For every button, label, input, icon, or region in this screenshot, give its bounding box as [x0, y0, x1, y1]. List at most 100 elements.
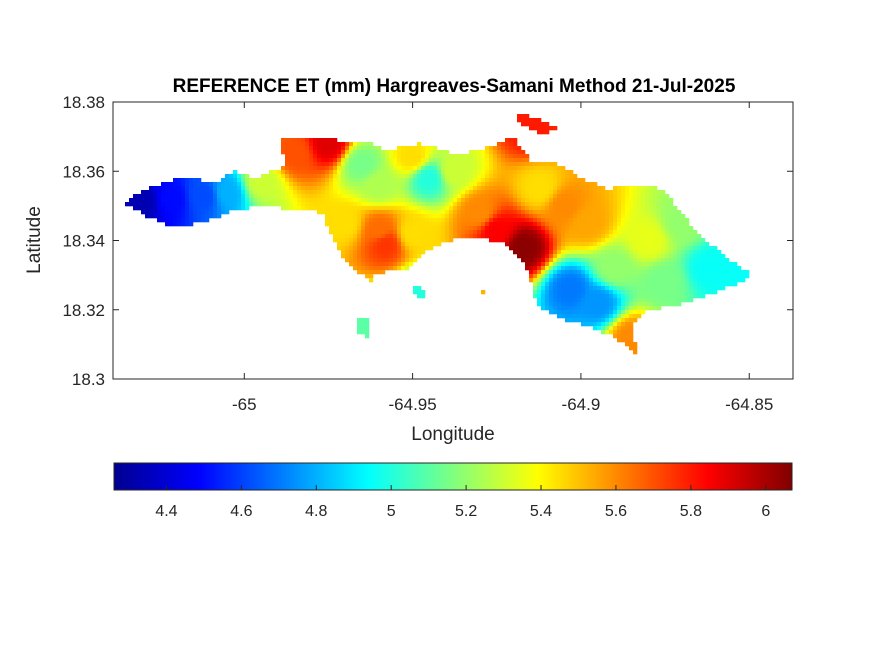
raster-cell — [589, 310, 594, 315]
raster-cell — [373, 226, 378, 231]
raster-cell — [285, 142, 290, 147]
raster-cell — [677, 282, 682, 287]
raster-cell — [645, 190, 650, 195]
raster-cell — [609, 206, 614, 211]
raster-cell — [665, 294, 670, 299]
raster-cell — [585, 230, 590, 235]
raster-cell — [477, 202, 482, 207]
raster-cell — [693, 254, 698, 259]
raster-cell — [181, 190, 186, 195]
raster-cell — [437, 166, 442, 171]
raster-cell — [365, 330, 370, 335]
raster-cell — [433, 202, 438, 207]
raster-cell — [681, 262, 686, 267]
raster-cell — [513, 146, 518, 151]
raster-cell — [473, 178, 478, 183]
raster-cell — [665, 214, 670, 219]
raster-cell — [517, 158, 522, 163]
raster-cell — [413, 250, 418, 255]
raster-cell — [641, 254, 646, 259]
raster-cell — [341, 242, 346, 247]
raster-cell — [593, 222, 598, 227]
raster-cell — [629, 306, 634, 311]
raster-cell — [729, 266, 734, 271]
raster-cell — [633, 286, 638, 291]
raster-cell — [409, 154, 414, 159]
raster-cell — [397, 222, 402, 227]
raster-cell — [365, 262, 370, 267]
raster-cell — [569, 254, 574, 259]
raster-cell — [289, 194, 294, 199]
raster-cell — [429, 166, 434, 171]
raster-cell — [589, 274, 594, 279]
raster-cell — [581, 306, 586, 311]
raster-cell — [629, 346, 634, 351]
raster-cell — [369, 226, 374, 231]
raster-cell — [597, 206, 602, 211]
raster-cell — [605, 270, 610, 275]
raster-cell — [273, 182, 278, 187]
raster-cell — [609, 278, 614, 283]
raster-cell — [461, 230, 466, 235]
raster-cell — [381, 174, 386, 179]
raster-cell — [353, 234, 358, 239]
raster-cell — [349, 190, 354, 195]
raster-cell — [181, 206, 186, 211]
raster-cell — [581, 322, 586, 327]
raster-cell — [293, 154, 298, 159]
raster-cell — [561, 242, 566, 247]
raster-cell — [293, 166, 298, 171]
raster-cell — [497, 226, 502, 231]
raster-cell — [461, 198, 466, 203]
raster-cell — [489, 154, 494, 159]
raster-cell — [561, 298, 566, 303]
raster-cell — [517, 166, 522, 171]
raster-cell — [317, 182, 322, 187]
raster-cell — [425, 246, 430, 251]
raster-cell — [669, 242, 674, 247]
raster-cell — [517, 146, 522, 151]
raster-cell — [229, 198, 234, 203]
raster-cell — [433, 154, 438, 159]
raster-cell — [185, 206, 190, 211]
raster-cell — [521, 118, 526, 123]
raster-cell — [385, 158, 390, 163]
raster-cell — [593, 282, 598, 287]
raster-cell — [705, 278, 710, 283]
raster-cell — [285, 182, 290, 187]
raster-cell — [549, 198, 554, 203]
raster-cell — [401, 258, 406, 263]
raster-cell — [397, 242, 402, 247]
raster-cell — [613, 242, 618, 247]
raster-cell — [617, 230, 622, 235]
raster-cell — [689, 234, 694, 239]
raster-cell — [577, 214, 582, 219]
raster-cell — [597, 222, 602, 227]
raster-cell — [681, 298, 686, 303]
raster-cell — [149, 206, 154, 211]
raster-cell — [509, 170, 514, 175]
raster-cell — [645, 238, 650, 243]
raster-cell — [545, 218, 550, 223]
raster-cell — [685, 266, 690, 271]
raster-cell — [429, 182, 434, 187]
raster-cell — [601, 210, 606, 215]
raster-cell — [481, 202, 486, 207]
raster-cell — [665, 254, 670, 259]
raster-cell — [653, 202, 658, 207]
raster-cell — [425, 202, 430, 207]
raster-cell — [617, 198, 622, 203]
raster-cell — [525, 166, 530, 171]
raster-cell — [221, 210, 226, 215]
raster-cell — [553, 162, 558, 167]
raster-cell — [301, 138, 306, 143]
raster-cell — [513, 182, 518, 187]
raster-cell — [681, 278, 686, 283]
raster-cell — [565, 238, 570, 243]
raster-cell — [541, 194, 546, 199]
raster-cell — [621, 254, 626, 259]
raster-cell — [697, 274, 702, 279]
raster-cell — [641, 282, 646, 287]
raster-cell — [345, 190, 350, 195]
raster-cell — [341, 186, 346, 191]
